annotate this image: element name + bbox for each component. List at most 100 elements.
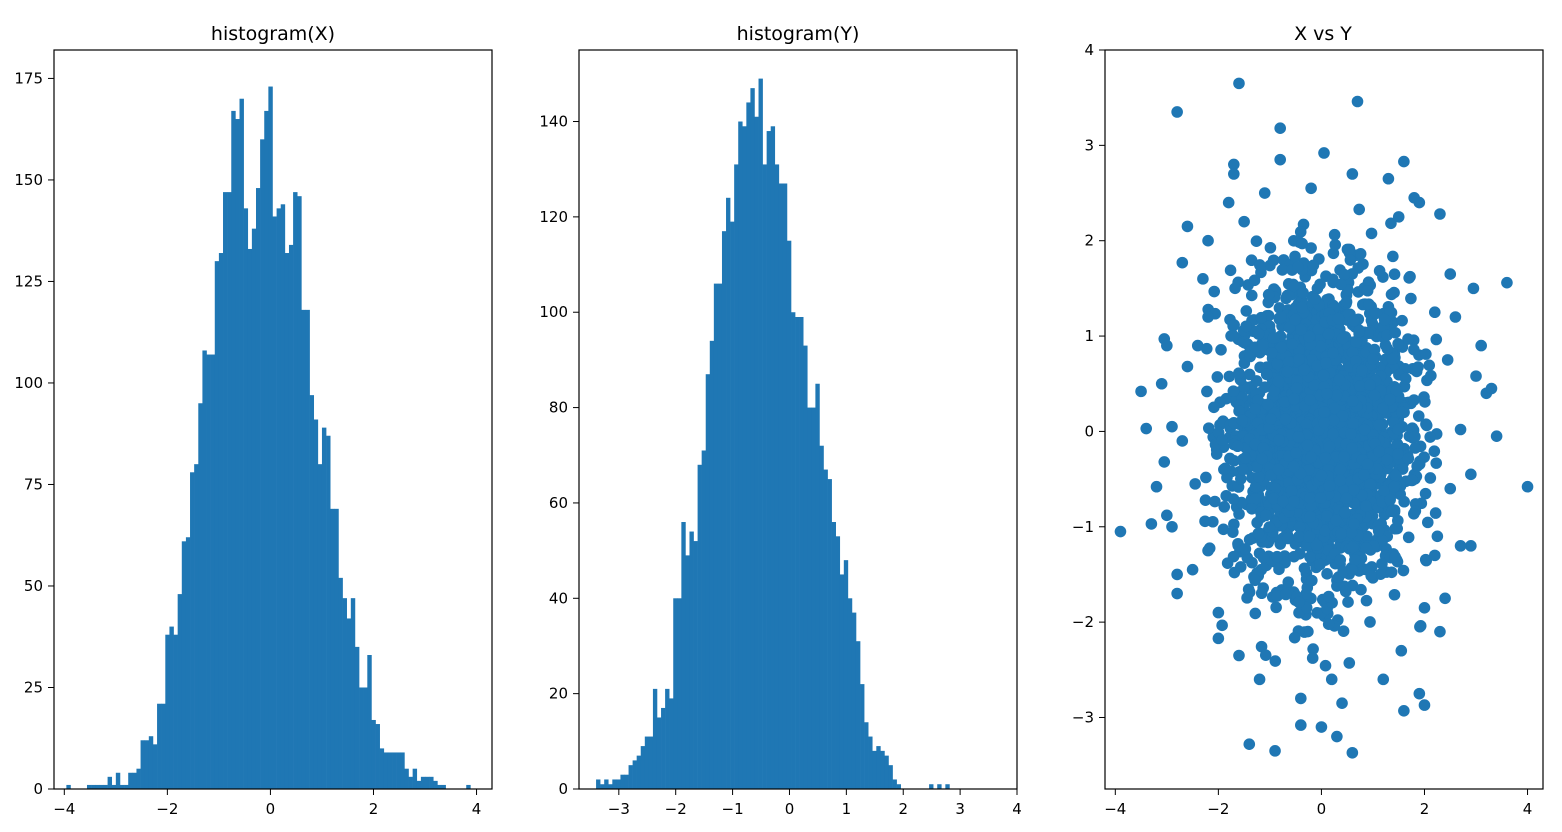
histogram-bar [272, 216, 277, 789]
y-tick-label: 50 [24, 577, 43, 595]
scatter-point [1439, 592, 1451, 605]
scatter-point [1248, 274, 1261, 287]
scatter-point [1135, 385, 1147, 398]
histogram-bar [103, 784, 108, 789]
scatter-point [1273, 563, 1285, 576]
scatter-point [1360, 500, 1372, 512]
scatter-point [1176, 435, 1189, 447]
scatter-point [1405, 292, 1417, 305]
scatter-point [1390, 384, 1403, 397]
histogram-bar [466, 784, 471, 789]
scatter-point [1409, 430, 1421, 443]
histogram-bar [218, 253, 224, 789]
histogram-bar [412, 768, 418, 789]
scatter-point [1392, 338, 1404, 350]
histogram-bar [326, 435, 331, 789]
scatter-point [1243, 368, 1256, 381]
scatter-point [1351, 95, 1364, 108]
panel-scatter: X vs Y −4 −2 0 2 4 −3 −2 −1 0 1 2 3 4 [1072, 23, 1544, 818]
histogram-bar [819, 445, 824, 789]
scatter-point [1389, 550, 1401, 563]
scatter-point [1161, 509, 1173, 522]
scatter-point [1249, 574, 1261, 587]
histogram-bar [334, 508, 339, 789]
histogram-bar [383, 752, 389, 789]
axes-frame-histogram-y [578, 49, 1018, 790]
histogram-bar [210, 354, 216, 789]
scatter-point [1295, 301, 1308, 314]
histogram-bar [392, 752, 397, 789]
scatter-point [1200, 342, 1213, 355]
histogram-bar [661, 707, 666, 789]
histogram-bar [136, 768, 141, 789]
scatter-point [1444, 482, 1457, 495]
scatter-point [1372, 525, 1385, 537]
scatter-point [1238, 215, 1250, 228]
histogram-bar [782, 183, 788, 790]
scatter-point [1308, 379, 1320, 391]
scatter-point [1290, 382, 1303, 394]
scatter-point [1430, 457, 1443, 469]
histogram-bar [433, 780, 438, 789]
histogram-bar [387, 752, 393, 789]
histogram-bar [855, 641, 861, 789]
scatter-point [1431, 530, 1444, 543]
y-tick-label: 0 [1084, 422, 1094, 440]
scatter-point [1318, 406, 1330, 419]
scatter-point [1229, 282, 1241, 295]
histogram-bar [268, 86, 273, 790]
histogram-bar [169, 626, 174, 789]
histogram-bar [214, 261, 220, 790]
scatter-point [1240, 305, 1253, 317]
scatter-point [1373, 419, 1386, 431]
x-tick-label: 0 [1317, 800, 1327, 818]
scatter-point [1444, 268, 1457, 280]
scatter-point [1296, 237, 1308, 250]
histogram-bar [425, 776, 430, 789]
scatter-point [1202, 422, 1215, 434]
histogram-bar [669, 698, 674, 789]
scatter-point [1300, 418, 1313, 431]
scatter-point [1353, 203, 1365, 216]
scatter-point [1257, 339, 1269, 352]
histogram-bar [644, 736, 650, 789]
histogram-bar [648, 736, 654, 789]
histogram-bar [831, 522, 836, 789]
histogram-bar [681, 522, 686, 789]
scatter-point [1250, 461, 1263, 473]
scatter-point [1388, 268, 1401, 281]
scatter-point [1408, 394, 1420, 406]
scatter-point [1272, 463, 1285, 476]
scatter-point [1277, 495, 1289, 508]
scatter-point [1267, 492, 1280, 505]
scatter-point [1260, 368, 1273, 381]
scatter-point [1331, 730, 1343, 743]
scatter-point [1434, 208, 1446, 220]
histogram-bar [321, 427, 327, 789]
scatter-point [1224, 264, 1237, 277]
y-tick-label: 80 [549, 399, 568, 417]
scatter-point [1368, 343, 1381, 356]
scatter-point [1297, 287, 1309, 299]
scatter-point [1314, 558, 1326, 571]
scatter-point [1373, 265, 1386, 277]
scatter-point [1298, 363, 1311, 376]
scatter-point [1259, 649, 1272, 661]
scatter-point [1349, 554, 1361, 566]
scatter-point [1317, 369, 1330, 382]
scatter-point [1233, 77, 1245, 90]
histogram-bar [791, 312, 796, 789]
y-tick-label: 125 [14, 272, 43, 290]
x-tick-label: −1 [722, 800, 744, 818]
scatter-point [1411, 460, 1423, 473]
xticks-scatter: −4 −2 0 2 4 [1104, 789, 1532, 818]
scatter-point [1202, 311, 1214, 323]
scatter-point [1419, 487, 1432, 500]
scatter-point [1323, 440, 1336, 453]
scatter-point [1212, 632, 1225, 645]
histogram-bar [363, 687, 368, 789]
histogram-bar [91, 784, 96, 789]
histogram-bar [604, 779, 609, 789]
scatter-point [1346, 541, 1359, 554]
scatter-point [1323, 480, 1336, 492]
